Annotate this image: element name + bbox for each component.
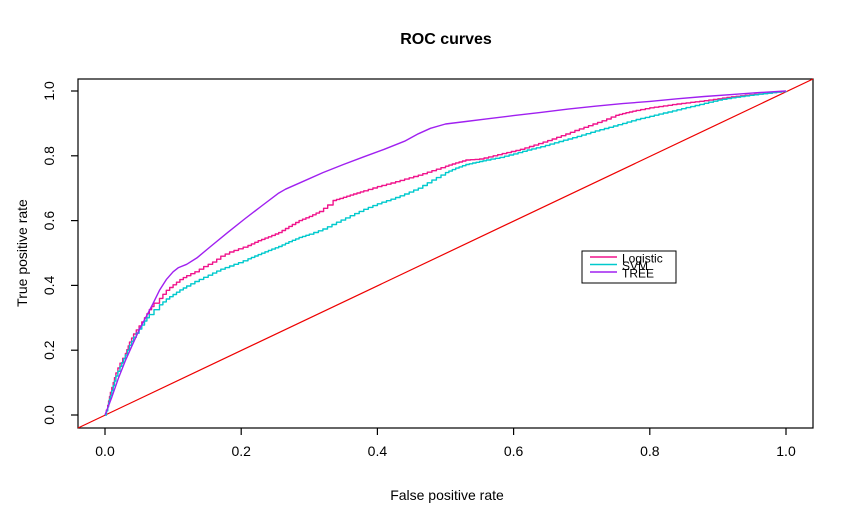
y-tick-label: 0.2 — [41, 340, 57, 360]
series-group — [77, 78, 814, 429]
x-tick-label: 0.2 — [231, 443, 251, 459]
legend-label-svm: SVM — [622, 259, 648, 273]
y-tick-label: 0.0 — [41, 405, 57, 425]
y-axis-title: True positive rate — [14, 199, 30, 307]
chance-diagonal-line — [77, 78, 814, 429]
x-tick-label: 0.6 — [504, 443, 524, 459]
x-tick-label: 0.8 — [640, 443, 660, 459]
x-axis: 0.0 0.2 0.4 0.6 0.8 1.0 — [95, 428, 796, 459]
y-tick-label: 0.4 — [41, 275, 57, 295]
series-logistic-line — [105, 90, 787, 416]
series-svm-line — [105, 90, 787, 416]
y-tick-label: 1.0 — [41, 81, 57, 101]
plot-box — [77, 78, 814, 429]
legend-label-tree: TREE — [622, 267, 654, 281]
x-axis-title: False positive rate — [390, 487, 504, 503]
x-tick-label: 0.0 — [95, 443, 115, 459]
chart-title: ROC curves — [400, 31, 492, 48]
y-tick-label: 0.8 — [41, 146, 57, 166]
x-tick-label: 1.0 — [776, 443, 796, 459]
y-tick-label: 0.6 — [41, 211, 57, 231]
x-tick-label: 0.4 — [368, 443, 388, 459]
legend-label-logistic: Logistic — [622, 252, 663, 266]
series-tree-line — [104, 90, 787, 416]
y-axis: 0.0 0.2 0.4 0.6 0.8 1.0 — [41, 81, 78, 425]
